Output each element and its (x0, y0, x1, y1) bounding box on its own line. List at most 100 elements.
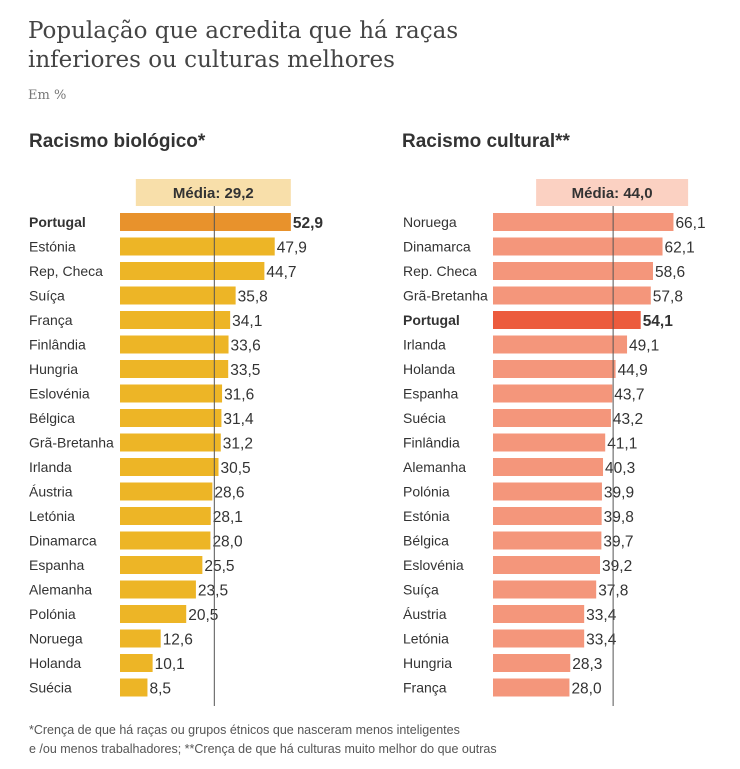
value-label: 33,4 (586, 632, 617, 649)
value-label: 39,8 (604, 509, 634, 526)
value-label: 43,2 (613, 411, 643, 428)
category-label: Áustria (29, 484, 73, 500)
bar (493, 409, 611, 427)
bar (493, 384, 613, 403)
category-label: Irlanda (29, 459, 72, 475)
category-label: Polónia (403, 484, 450, 500)
bar (493, 286, 651, 305)
bar (493, 262, 653, 280)
category-label: Estónia (29, 239, 76, 255)
bars-cultural: Noruega 66,1 Dinamarca 62,1 Rep. Checa 58,6 Gr… (403, 213, 706, 698)
bar (493, 605, 585, 623)
value-label: 39,7 (603, 534, 633, 551)
category-label: Alemanha (403, 459, 466, 475)
chart-subtitle: Em % (28, 88, 67, 103)
category-label: Áustria (403, 606, 447, 622)
bar (493, 654, 571, 672)
value-label: 54,1 (643, 313, 674, 330)
bar (493, 237, 663, 256)
bar (493, 531, 602, 550)
category-label: Espanha (403, 386, 458, 402)
bar (120, 286, 236, 305)
value-label: 31,4 (223, 411, 254, 428)
bar (120, 409, 222, 427)
value-label: 49,1 (629, 338, 659, 355)
bar (493, 311, 641, 329)
bar (493, 335, 628, 354)
panel-title-cultural: Racismo cultural** (402, 131, 570, 152)
bar (120, 580, 196, 599)
footnote-line-2: e /ou menos trabalhadores; **Crença de q… (29, 742, 497, 756)
value-label: 30,5 (221, 460, 251, 477)
category-label: Bélgica (29, 410, 75, 426)
category-label: Grã-Bretanha (403, 288, 488, 304)
value-label: 31,2 (223, 436, 253, 453)
bar (120, 458, 219, 476)
bar (120, 556, 203, 574)
value-label: 66,1 (675, 215, 705, 232)
value-label: 28,0 (571, 681, 602, 698)
bar (120, 262, 265, 280)
bar (493, 507, 602, 525)
value-label: 44,9 (618, 362, 648, 379)
chart-title: População que acredita que há raças infe… (28, 17, 708, 75)
category-label: Finlândia (403, 435, 460, 451)
bar (120, 605, 187, 623)
value-label: 8,5 (149, 681, 171, 698)
bar (493, 629, 585, 648)
value-label: 33,4 (586, 607, 617, 624)
category-label: Espanha (29, 557, 84, 573)
category-label: Noruega (403, 214, 457, 230)
category-label: Suécia (29, 680, 72, 696)
bar (493, 213, 674, 231)
category-label: Dinamarca (403, 239, 471, 255)
category-label: Dinamarca (29, 533, 97, 549)
category-label: Suíça (29, 288, 65, 304)
bar (120, 507, 211, 525)
footnote-line-1: *Crença de que há raças ou grupos étnico… (29, 723, 460, 737)
mean-label-cultural: Média: 44,0 (572, 185, 653, 202)
mean-label-box-biological (135, 179, 291, 206)
bar (120, 531, 211, 550)
category-label: Portugal (29, 214, 86, 230)
bar (120, 335, 229, 354)
value-label: 10,1 (155, 656, 185, 673)
value-label: 12,6 (163, 632, 193, 649)
footnote: *Crença de que há raças ou grupos étnico… (29, 721, 497, 759)
value-label: 47,9 (277, 240, 307, 257)
value-label: 52,9 (293, 215, 324, 232)
category-label: Finlândia (29, 337, 86, 353)
category-label: Holanda (403, 361, 455, 377)
bar (493, 556, 601, 574)
chart-title-line-1: População que acredita que há raças (28, 18, 459, 44)
bar (120, 213, 291, 231)
panel-title-biological: Racismo biológico* (29, 131, 206, 152)
bar (120, 654, 153, 672)
mean-label-biological: Média: 29,2 (173, 185, 254, 202)
bar (493, 482, 602, 501)
category-label: Rep, Checa (29, 263, 103, 279)
value-label: 34,1 (232, 313, 262, 330)
value-label: 28,6 (214, 485, 244, 502)
category-label: Noruega (29, 631, 83, 647)
category-label: Grã-Bretanha (29, 435, 114, 451)
category-label: Bélgica (403, 533, 449, 549)
bar (120, 433, 221, 452)
category-label: Polónia (29, 606, 76, 622)
bar (493, 360, 616, 378)
category-label: Letónia (403, 631, 449, 647)
category-label: Suíça (403, 582, 439, 598)
value-label: 41,1 (607, 436, 637, 453)
value-label: 62,1 (665, 240, 695, 257)
value-label: 39,9 (604, 485, 634, 502)
category-label: França (403, 680, 447, 696)
value-label: 58,6 (655, 264, 685, 281)
value-label: 20,5 (188, 607, 218, 624)
category-label: Portugal (403, 312, 460, 328)
bar (120, 360, 229, 378)
value-label: 31,6 (224, 387, 254, 404)
bar (120, 237, 275, 256)
category-label: Hungria (29, 361, 78, 377)
bar (120, 482, 213, 501)
